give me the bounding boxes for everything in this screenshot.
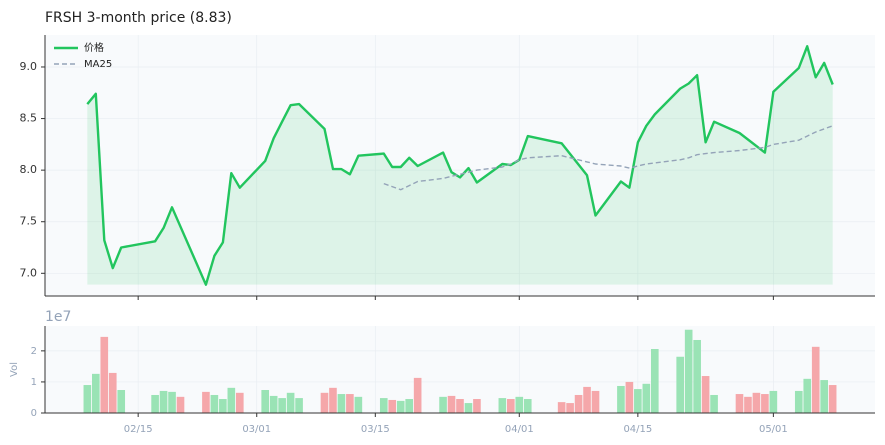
bar [591, 390, 600, 413]
bar [625, 381, 634, 413]
x-tick-label: 02/15 [124, 424, 153, 435]
bar [735, 394, 744, 413]
bar [168, 391, 176, 413]
bar [439, 396, 447, 413]
bar [557, 402, 566, 413]
bar [803, 378, 812, 413]
y-tick-label: 8.5 [20, 112, 38, 125]
bar [769, 390, 778, 413]
bar [227, 387, 236, 413]
bar [117, 390, 126, 413]
legend-label: MA25 [84, 59, 112, 70]
area [87, 46, 833, 285]
bar [405, 399, 413, 413]
bar [828, 385, 837, 413]
bar [473, 399, 481, 413]
bar [269, 395, 278, 413]
y-tick-label: 7.5 [20, 215, 38, 228]
y-axis-label: Vol [9, 362, 20, 377]
bar [642, 383, 651, 413]
bar [515, 396, 524, 413]
bar [379, 398, 388, 413]
y-tick-label: 7.0 [20, 266, 38, 279]
y-tick-label: 9.0 [20, 60, 38, 73]
bar [523, 399, 532, 413]
bar [761, 394, 769, 413]
bar [710, 394, 718, 413]
bar [354, 396, 363, 413]
y-tick-label: 0 [31, 408, 37, 419]
y-tick-label: 8.0 [20, 163, 38, 176]
bar [337, 394, 346, 413]
bar [100, 336, 109, 413]
bar [447, 395, 456, 413]
offset-label: 1e7 [45, 309, 71, 325]
y-tick-label: 2 [31, 346, 37, 357]
bar [583, 386, 591, 413]
bar [219, 399, 227, 413]
chart-title: FRSH 3-month price (8.83) [45, 10, 232, 26]
bar [278, 398, 286, 413]
bar [202, 391, 210, 413]
bar [650, 348, 659, 413]
bar [617, 385, 625, 413]
bar [320, 392, 329, 413]
x-tick-label: 04/01 [505, 424, 534, 435]
bar [498, 398, 507, 413]
bar [108, 372, 117, 413]
bar [329, 387, 337, 413]
bar [83, 385, 92, 413]
bar [566, 403, 574, 413]
bar [396, 400, 405, 413]
x-tick-label: 04/15 [623, 424, 652, 435]
bar [159, 390, 168, 413]
bar [820, 380, 828, 413]
bar [701, 376, 710, 413]
bar [295, 398, 303, 413]
bar [388, 399, 397, 413]
bar [151, 394, 159, 413]
bar [235, 392, 244, 413]
bar [176, 396, 185, 413]
bar [92, 373, 100, 413]
x-tick-label: 03/01 [242, 424, 271, 435]
line [383, 125, 833, 191]
bar [210, 394, 219, 413]
x-tick-label: 03/15 [361, 424, 390, 435]
bar [413, 377, 422, 413]
bar [634, 389, 642, 413]
bar [684, 329, 693, 413]
line [86, 45, 834, 286]
x-tick-label: 05/01 [759, 424, 788, 435]
bar [464, 403, 473, 413]
bar [456, 399, 464, 413]
bar [507, 399, 515, 413]
legend-label: 价格 [84, 41, 104, 54]
bar [752, 392, 761, 413]
plot-background [45, 35, 875, 296]
bar [794, 390, 803, 413]
bar [286, 392, 295, 413]
bar [261, 390, 270, 413]
bar [676, 356, 685, 413]
bar [693, 339, 701, 413]
bar [744, 396, 752, 413]
bar [811, 346, 820, 413]
bar [574, 394, 583, 413]
y-tick-label: 1 [31, 377, 37, 388]
bar [346, 394, 354, 413]
